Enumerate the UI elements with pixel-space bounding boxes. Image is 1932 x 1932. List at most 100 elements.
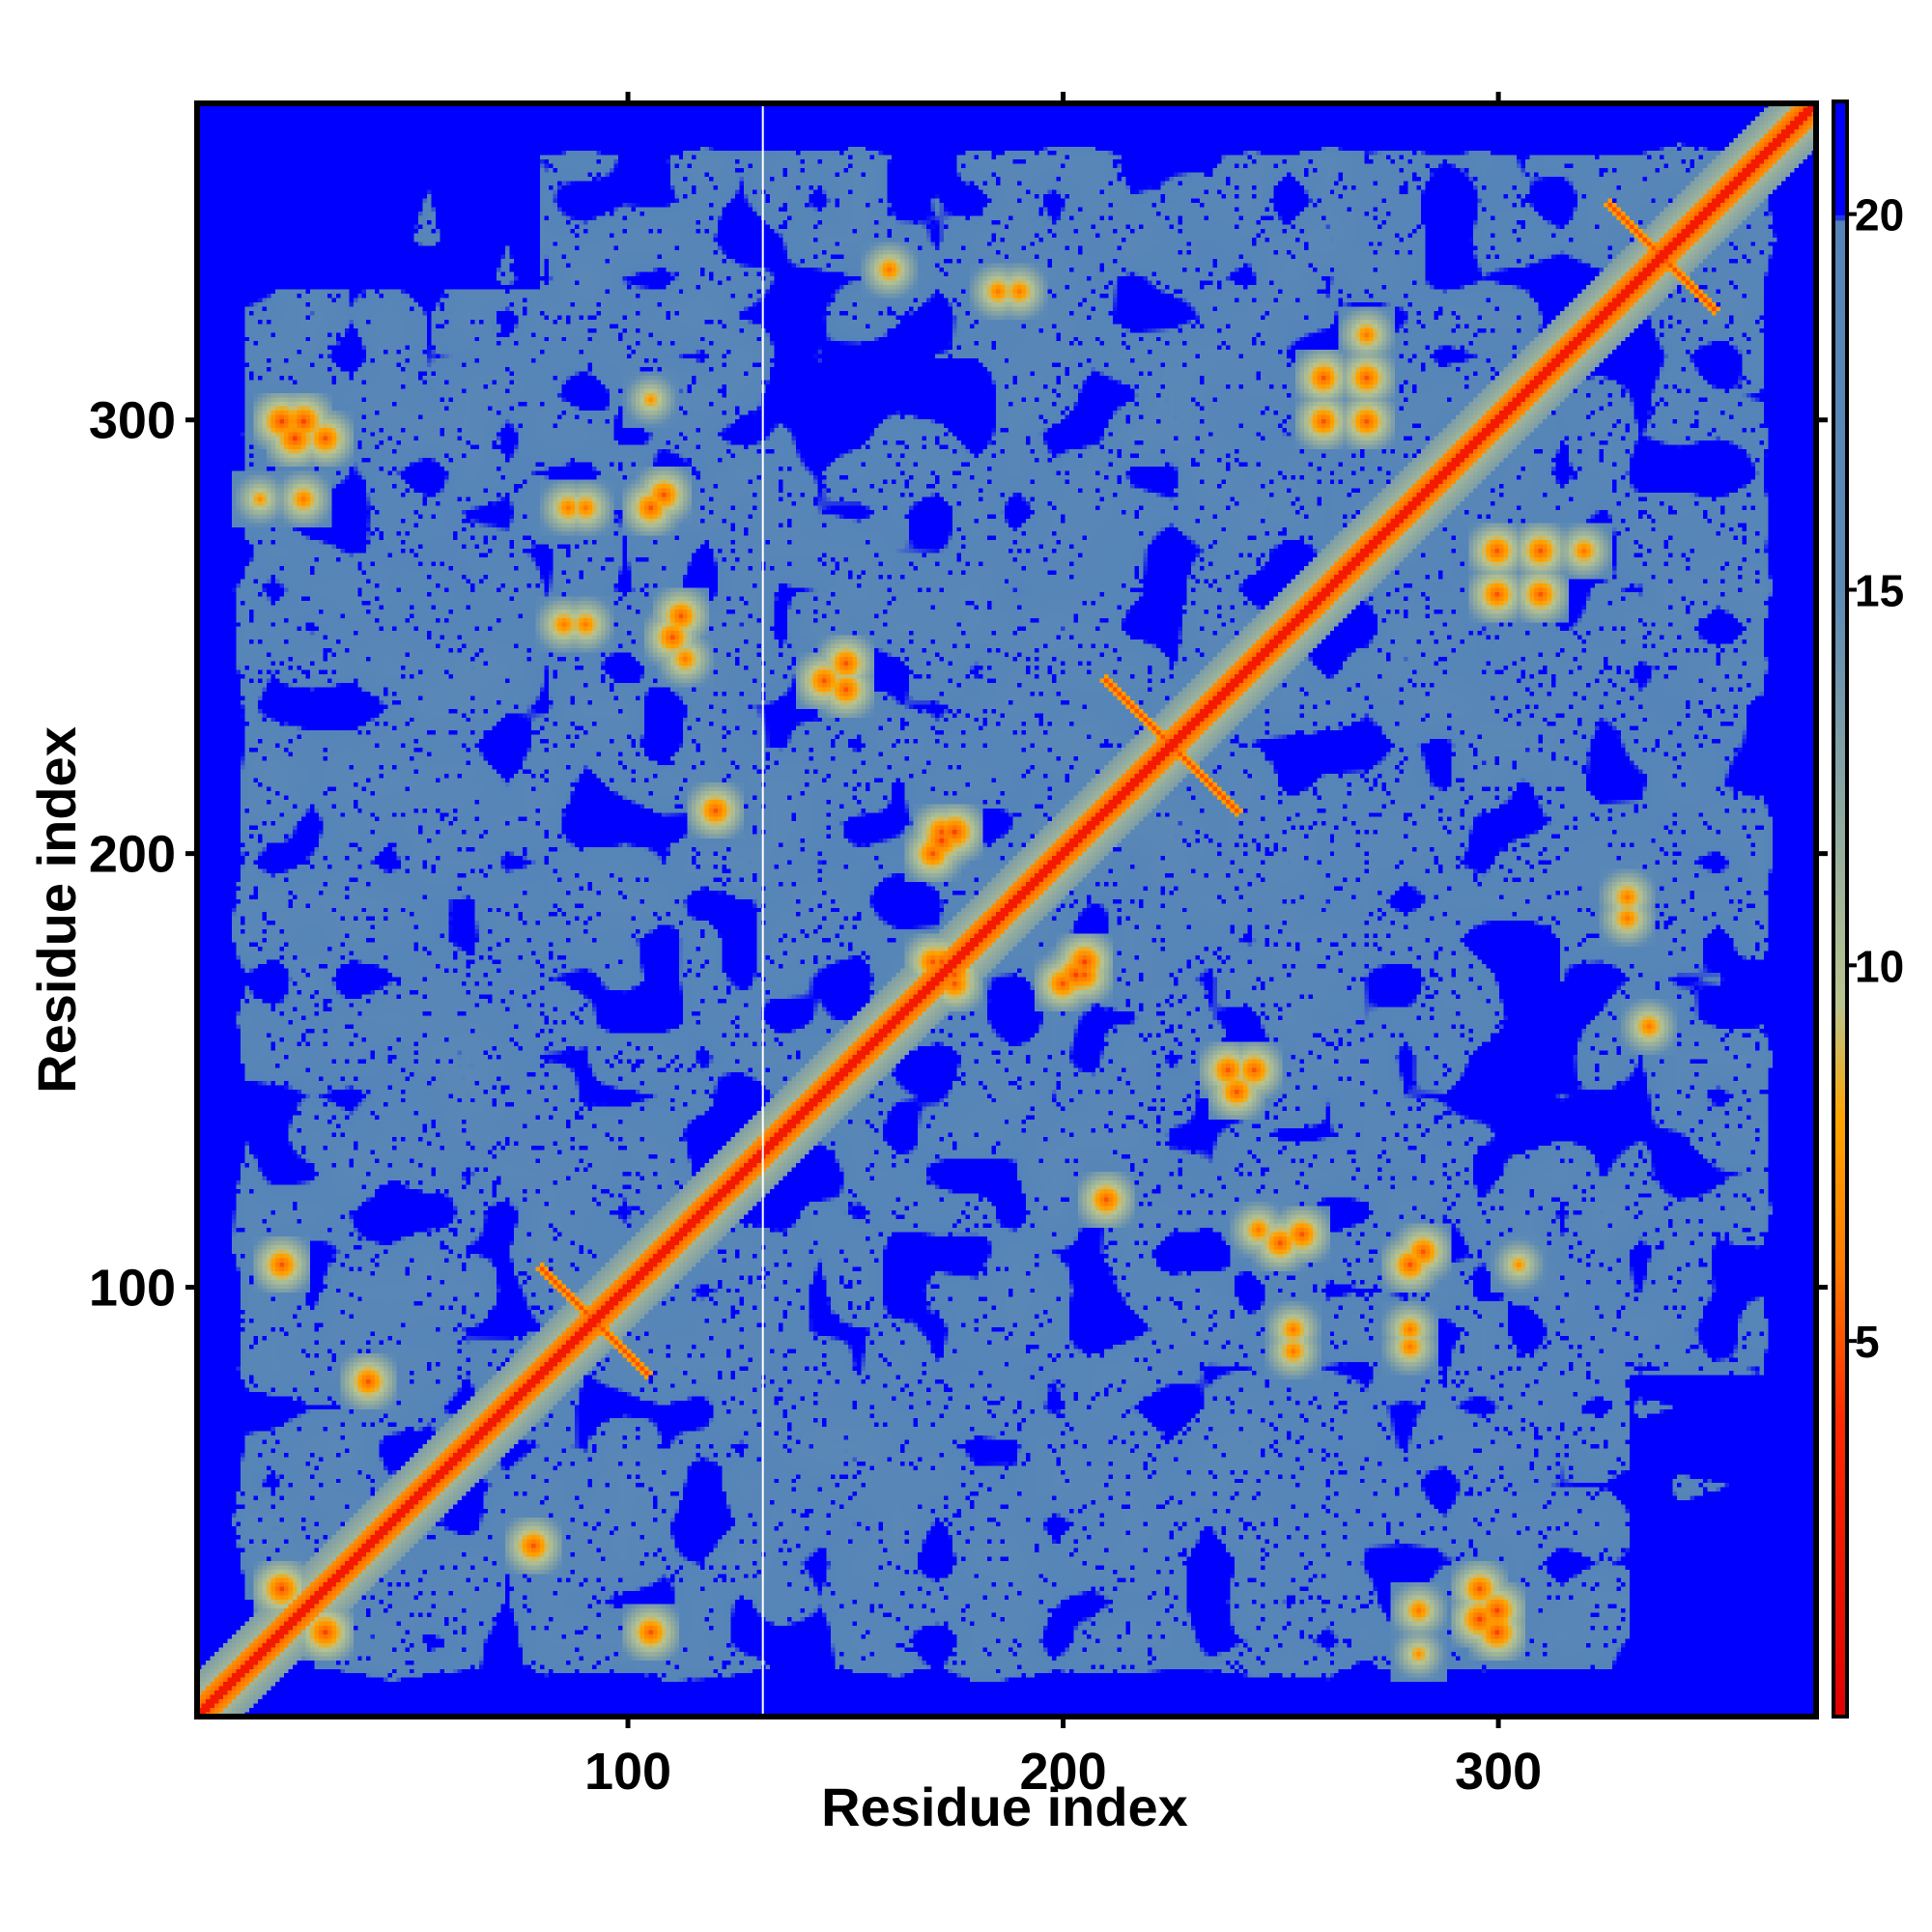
- colorbar-segment: [1833, 505, 1847, 512]
- colorbar-segment: [1833, 1301, 1847, 1309]
- colorbar-segment: [1833, 1366, 1847, 1374]
- colorbar-segment: [1833, 1490, 1847, 1497]
- colorbar-segment: [1833, 1086, 1847, 1094]
- colorbar-segment: [1833, 1399, 1847, 1406]
- colorbar-segment: [1833, 203, 1847, 211]
- colorbar-segment: [1833, 1092, 1847, 1098]
- colorbar-segment: [1833, 1070, 1847, 1077]
- colorbar-segment: [1833, 709, 1847, 717]
- colorbar-segment: [1833, 1711, 1847, 1718]
- colorbar-segment: [1833, 1361, 1847, 1368]
- colorbar-segment: [1833, 968, 1847, 975]
- colorbar-segment: [1833, 1000, 1847, 1008]
- colorbar-segment: [1833, 618, 1847, 625]
- colorbar-segment: [1833, 924, 1847, 932]
- colorbar-segment: [1833, 106, 1847, 113]
- colorbar-segment: [1833, 187, 1847, 194]
- colorbar-segment: [1833, 268, 1847, 275]
- axis-ticks: 100 200 300 100 200 300: [89, 92, 1828, 1801]
- colorbar-segment: [1833, 359, 1847, 366]
- colorbar-segment: [1833, 171, 1847, 178]
- colorbar-segment: [1833, 1151, 1847, 1158]
- colorbar-segment: [1833, 984, 1847, 991]
- colorbar-segment: [1833, 1388, 1847, 1395]
- colorbar-segment: [1833, 472, 1847, 479]
- colorbar-segment: [1833, 1474, 1847, 1481]
- colorbar-segment: [1833, 290, 1847, 297]
- colorbar-segment: [1833, 1414, 1847, 1422]
- colorbar-segment: [1833, 1140, 1847, 1148]
- colorbar-segment: [1833, 591, 1847, 598]
- colorbar-segment: [1833, 612, 1847, 619]
- colorbar-segment: [1833, 257, 1847, 264]
- colorbar-segment: [1833, 763, 1847, 770]
- colorbar-segment: [1833, 1065, 1847, 1071]
- colorbar-segment: [1833, 1614, 1847, 1621]
- colorbar-segment: [1833, 1377, 1847, 1384]
- colorbar-segment: [1833, 1587, 1847, 1594]
- heatmap-image: [197, 103, 1816, 1717]
- colorbar-segment: [1833, 311, 1847, 318]
- colorbar-segment: [1833, 370, 1847, 378]
- colorbar-segment: [1833, 478, 1847, 485]
- colorbar-segment: [1833, 1022, 1847, 1029]
- colorbar-segment: [1833, 1221, 1847, 1228]
- colorbar-segment: [1833, 214, 1847, 221]
- colorbar-segment: [1833, 952, 1847, 958]
- colorbar-segment: [1833, 817, 1847, 824]
- colorbar-segment: [1833, 1188, 1847, 1196]
- colorbar-segment: [1833, 1259, 1847, 1265]
- colorbar-segment: [1833, 403, 1847, 410]
- colorbar-segment: [1833, 284, 1847, 291]
- colorbar-segment: [1833, 882, 1847, 889]
- colorbar-segment: [1833, 128, 1847, 135]
- colorbar-segment: [1833, 1291, 1847, 1298]
- colorbar-segment: [1833, 365, 1847, 372]
- colorbar-segment: [1833, 1016, 1847, 1023]
- colorbar-segment: [1833, 1060, 1847, 1066]
- colorbar-segment: [1833, 1210, 1847, 1217]
- colorbar-segment: [1833, 1549, 1847, 1556]
- colorbar-segment: [1833, 667, 1847, 673]
- colorbar-segment: [1833, 1409, 1847, 1416]
- colorbar-segment: [1833, 887, 1847, 895]
- colorbar-segment: [1833, 1318, 1847, 1324]
- colorbar-segment: [1833, 1135, 1847, 1142]
- colorbar-segment: [1833, 1199, 1847, 1207]
- colorbar-tick-label: 10: [1855, 941, 1904, 991]
- colorbar-segment: [1833, 1630, 1847, 1637]
- colorbar-segment: [1833, 1253, 1847, 1261]
- colorbar-segment: [1833, 1108, 1847, 1115]
- colorbar-segment: [1833, 1517, 1847, 1524]
- colorbar-segment: [1833, 101, 1847, 108]
- y-tick-label: 200: [89, 826, 176, 884]
- colorbar-segment: [1833, 780, 1847, 786]
- colorbar-segment: [1833, 263, 1847, 270]
- colorbar-segment: [1833, 704, 1847, 711]
- colorbar-segment: [1833, 795, 1847, 803]
- colorbar-segment: [1833, 1646, 1847, 1653]
- colorbar-segment: [1833, 236, 1847, 242]
- colorbar-segment: [1833, 1205, 1847, 1211]
- colorbar-segment: [1833, 225, 1847, 232]
- colorbar-segment: [1833, 979, 1847, 985]
- colorbar-segment: [1833, 516, 1847, 523]
- colorbar: 5 10 15 20: [1832, 99, 1904, 1719]
- colorbar-segment: [1833, 774, 1847, 781]
- colorbar-segment: [1833, 1533, 1847, 1540]
- colorbar-segment: [1833, 1264, 1847, 1271]
- colorbar-segment: [1833, 920, 1847, 926]
- colorbar-segment: [1833, 1339, 1847, 1347]
- colorbar-segment: [1833, 499, 1847, 506]
- colorbar-segment: [1833, 354, 1847, 361]
- colorbar-segment: [1833, 585, 1847, 592]
- colorbar-segment: [1833, 1592, 1847, 1600]
- colorbar-segment: [1833, 1539, 1847, 1546]
- colorbar-segment: [1833, 209, 1847, 215]
- colorbar-segment: [1833, 230, 1847, 238]
- colorbar-segment: [1833, 698, 1847, 706]
- colorbar-segment: [1833, 725, 1847, 732]
- colorbar-segment: [1833, 123, 1847, 129]
- colorbar-segment: [1833, 1274, 1847, 1282]
